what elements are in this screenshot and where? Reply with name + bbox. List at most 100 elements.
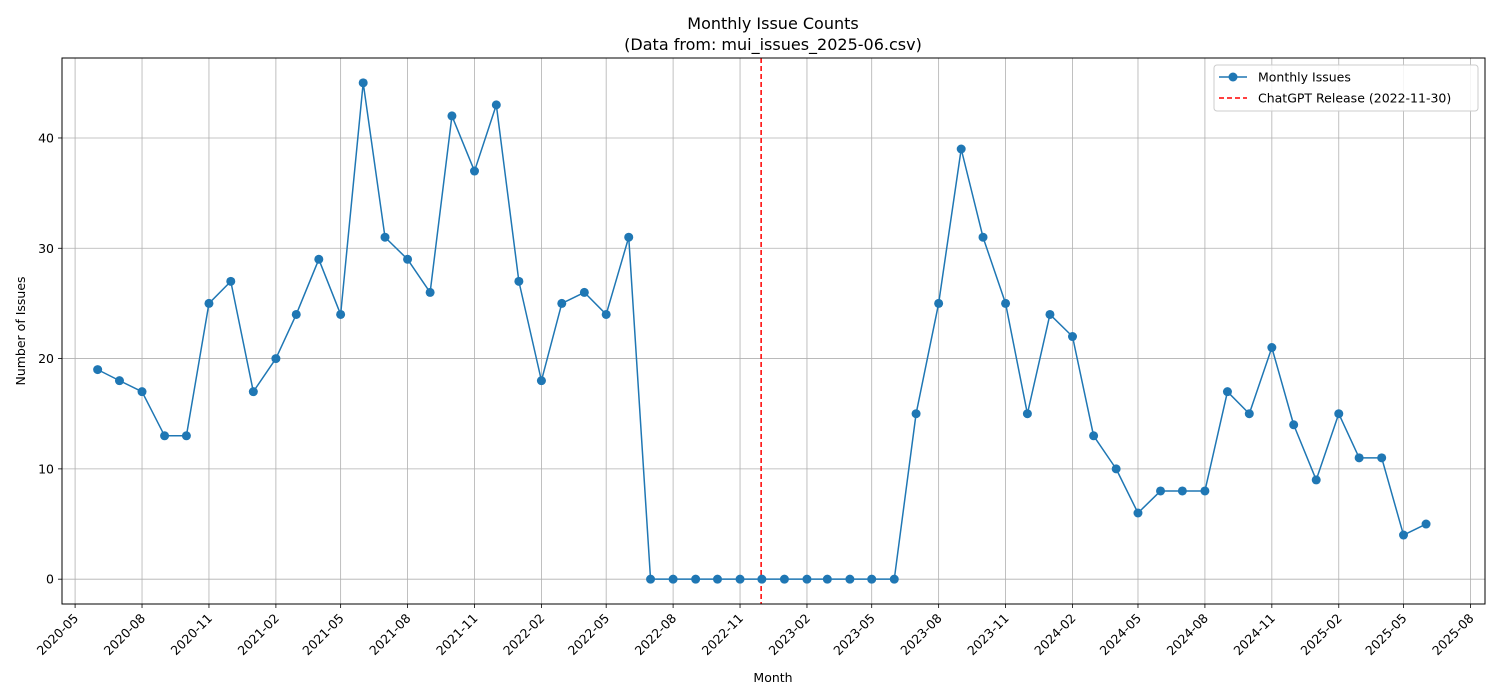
chart-subtitle: (Data from: mui_issues_2025-06.csv) bbox=[624, 35, 922, 55]
data-point bbox=[978, 232, 988, 242]
y-tick-label: 0 bbox=[46, 572, 54, 587]
data-point bbox=[1068, 332, 1078, 342]
y-axis-label: Number of Issues bbox=[13, 276, 28, 385]
x-tick-label: 2021-11 bbox=[433, 611, 481, 659]
data-point bbox=[358, 78, 368, 88]
x-tick-label: 2023-02 bbox=[766, 611, 814, 659]
x-tick-label: 2022-05 bbox=[565, 611, 613, 659]
data-point bbox=[911, 409, 921, 419]
x-tick-label: 2023-11 bbox=[964, 611, 1012, 659]
x-tick-label: 2025-02 bbox=[1297, 611, 1345, 659]
data-point bbox=[1089, 431, 1099, 441]
x-tick-label: 2022-02 bbox=[500, 611, 548, 659]
x-tick-label: 2024-05 bbox=[1097, 611, 1145, 659]
y-tick-label: 20 bbox=[38, 351, 54, 366]
grid bbox=[62, 58, 1485, 604]
data-point bbox=[1022, 409, 1032, 419]
y-tick-label: 30 bbox=[38, 241, 54, 256]
x-tick-label: 2022-08 bbox=[632, 610, 680, 658]
data-point bbox=[757, 574, 767, 584]
data-point bbox=[425, 287, 435, 297]
data-point bbox=[624, 232, 634, 242]
data-point bbox=[867, 574, 877, 584]
x-tick-label: 2021-08 bbox=[366, 610, 414, 658]
x-tick-label: 2023-08 bbox=[897, 610, 945, 658]
data-point bbox=[712, 574, 722, 584]
data-point bbox=[160, 431, 170, 441]
y-tick-label: 40 bbox=[38, 130, 54, 145]
data-point bbox=[204, 298, 214, 308]
data-point bbox=[403, 254, 413, 264]
data-point bbox=[735, 574, 745, 584]
x-tick-label: 2024-02 bbox=[1031, 611, 1079, 659]
x-tick-label: 2021-02 bbox=[234, 611, 282, 659]
data-point bbox=[668, 574, 678, 584]
data-point bbox=[536, 376, 546, 386]
data-point bbox=[822, 574, 832, 584]
data-point bbox=[514, 276, 524, 286]
data-point bbox=[271, 354, 281, 364]
x-axis-label: Month bbox=[753, 670, 792, 685]
legend-box bbox=[1213, 64, 1479, 112]
x-tick-label: 2025-08 bbox=[1429, 610, 1477, 658]
data-point bbox=[336, 309, 346, 319]
data-point bbox=[93, 365, 103, 375]
x-tick-label: 2021-05 bbox=[299, 611, 347, 659]
data-point bbox=[248, 387, 258, 397]
data-point bbox=[1222, 387, 1232, 397]
data-point bbox=[1311, 475, 1321, 485]
data-point bbox=[469, 166, 479, 176]
data-point bbox=[226, 276, 236, 286]
data-point bbox=[691, 574, 701, 584]
data-point bbox=[491, 100, 501, 110]
data-point bbox=[137, 387, 147, 397]
data-point bbox=[114, 376, 124, 386]
x-tick-label: 2020-08 bbox=[101, 610, 149, 658]
data-point bbox=[1244, 409, 1254, 419]
x-tick-label: 2025-05 bbox=[1362, 611, 1410, 659]
data-point bbox=[1200, 486, 1210, 496]
data-point bbox=[181, 431, 191, 441]
data-point bbox=[956, 144, 966, 154]
data-point bbox=[1045, 309, 1055, 319]
data-point bbox=[1156, 486, 1166, 496]
data-point bbox=[802, 574, 812, 584]
data-point bbox=[314, 254, 324, 264]
data-point bbox=[889, 574, 899, 584]
series-layer bbox=[93, 78, 1431, 584]
legend: Monthly Issues ChatGPT Release (2022-11-… bbox=[1213, 64, 1479, 112]
data-point bbox=[601, 309, 611, 319]
data-point bbox=[1001, 298, 1011, 308]
data-point bbox=[557, 298, 567, 308]
data-point bbox=[1334, 409, 1344, 419]
x-tick-label: 2020-11 bbox=[168, 611, 216, 659]
data-point bbox=[1267, 343, 1277, 353]
x-axis-ticks: 2020-05 2020-08 2020-11 2021-02 2021-05 2021-… bbox=[34, 604, 1477, 658]
plot-frame bbox=[61, 57, 1486, 605]
x-tick-label: 2022-11 bbox=[699, 611, 747, 659]
y-tick-label: 10 bbox=[38, 461, 54, 476]
data-point bbox=[1289, 420, 1299, 430]
legend-marker-swatch bbox=[1228, 72, 1238, 82]
x-tick-label: 2024-11 bbox=[1230, 611, 1278, 659]
chart-title: Monthly Issue Counts bbox=[687, 14, 858, 33]
y-axis-ticks: 0 10 20 30 40 bbox=[38, 130, 62, 587]
data-point bbox=[579, 287, 589, 297]
data-point bbox=[779, 574, 789, 584]
legend-label-chatgpt-release: ChatGPT Release (2022-11-30) bbox=[1258, 91, 1451, 106]
data-point bbox=[1111, 464, 1121, 474]
data-point bbox=[1377, 453, 1387, 463]
data-point bbox=[291, 309, 301, 319]
data-point bbox=[1421, 519, 1431, 529]
data-point bbox=[1133, 508, 1143, 518]
data-point bbox=[380, 232, 390, 242]
data-point bbox=[934, 298, 944, 308]
data-point bbox=[1177, 486, 1187, 496]
legend-label-monthly-issues: Monthly Issues bbox=[1258, 70, 1351, 85]
data-point bbox=[1354, 453, 1364, 463]
data-point bbox=[646, 574, 656, 584]
x-tick-label: 2024-08 bbox=[1163, 610, 1211, 658]
data-point bbox=[845, 574, 855, 584]
data-point bbox=[447, 111, 457, 121]
